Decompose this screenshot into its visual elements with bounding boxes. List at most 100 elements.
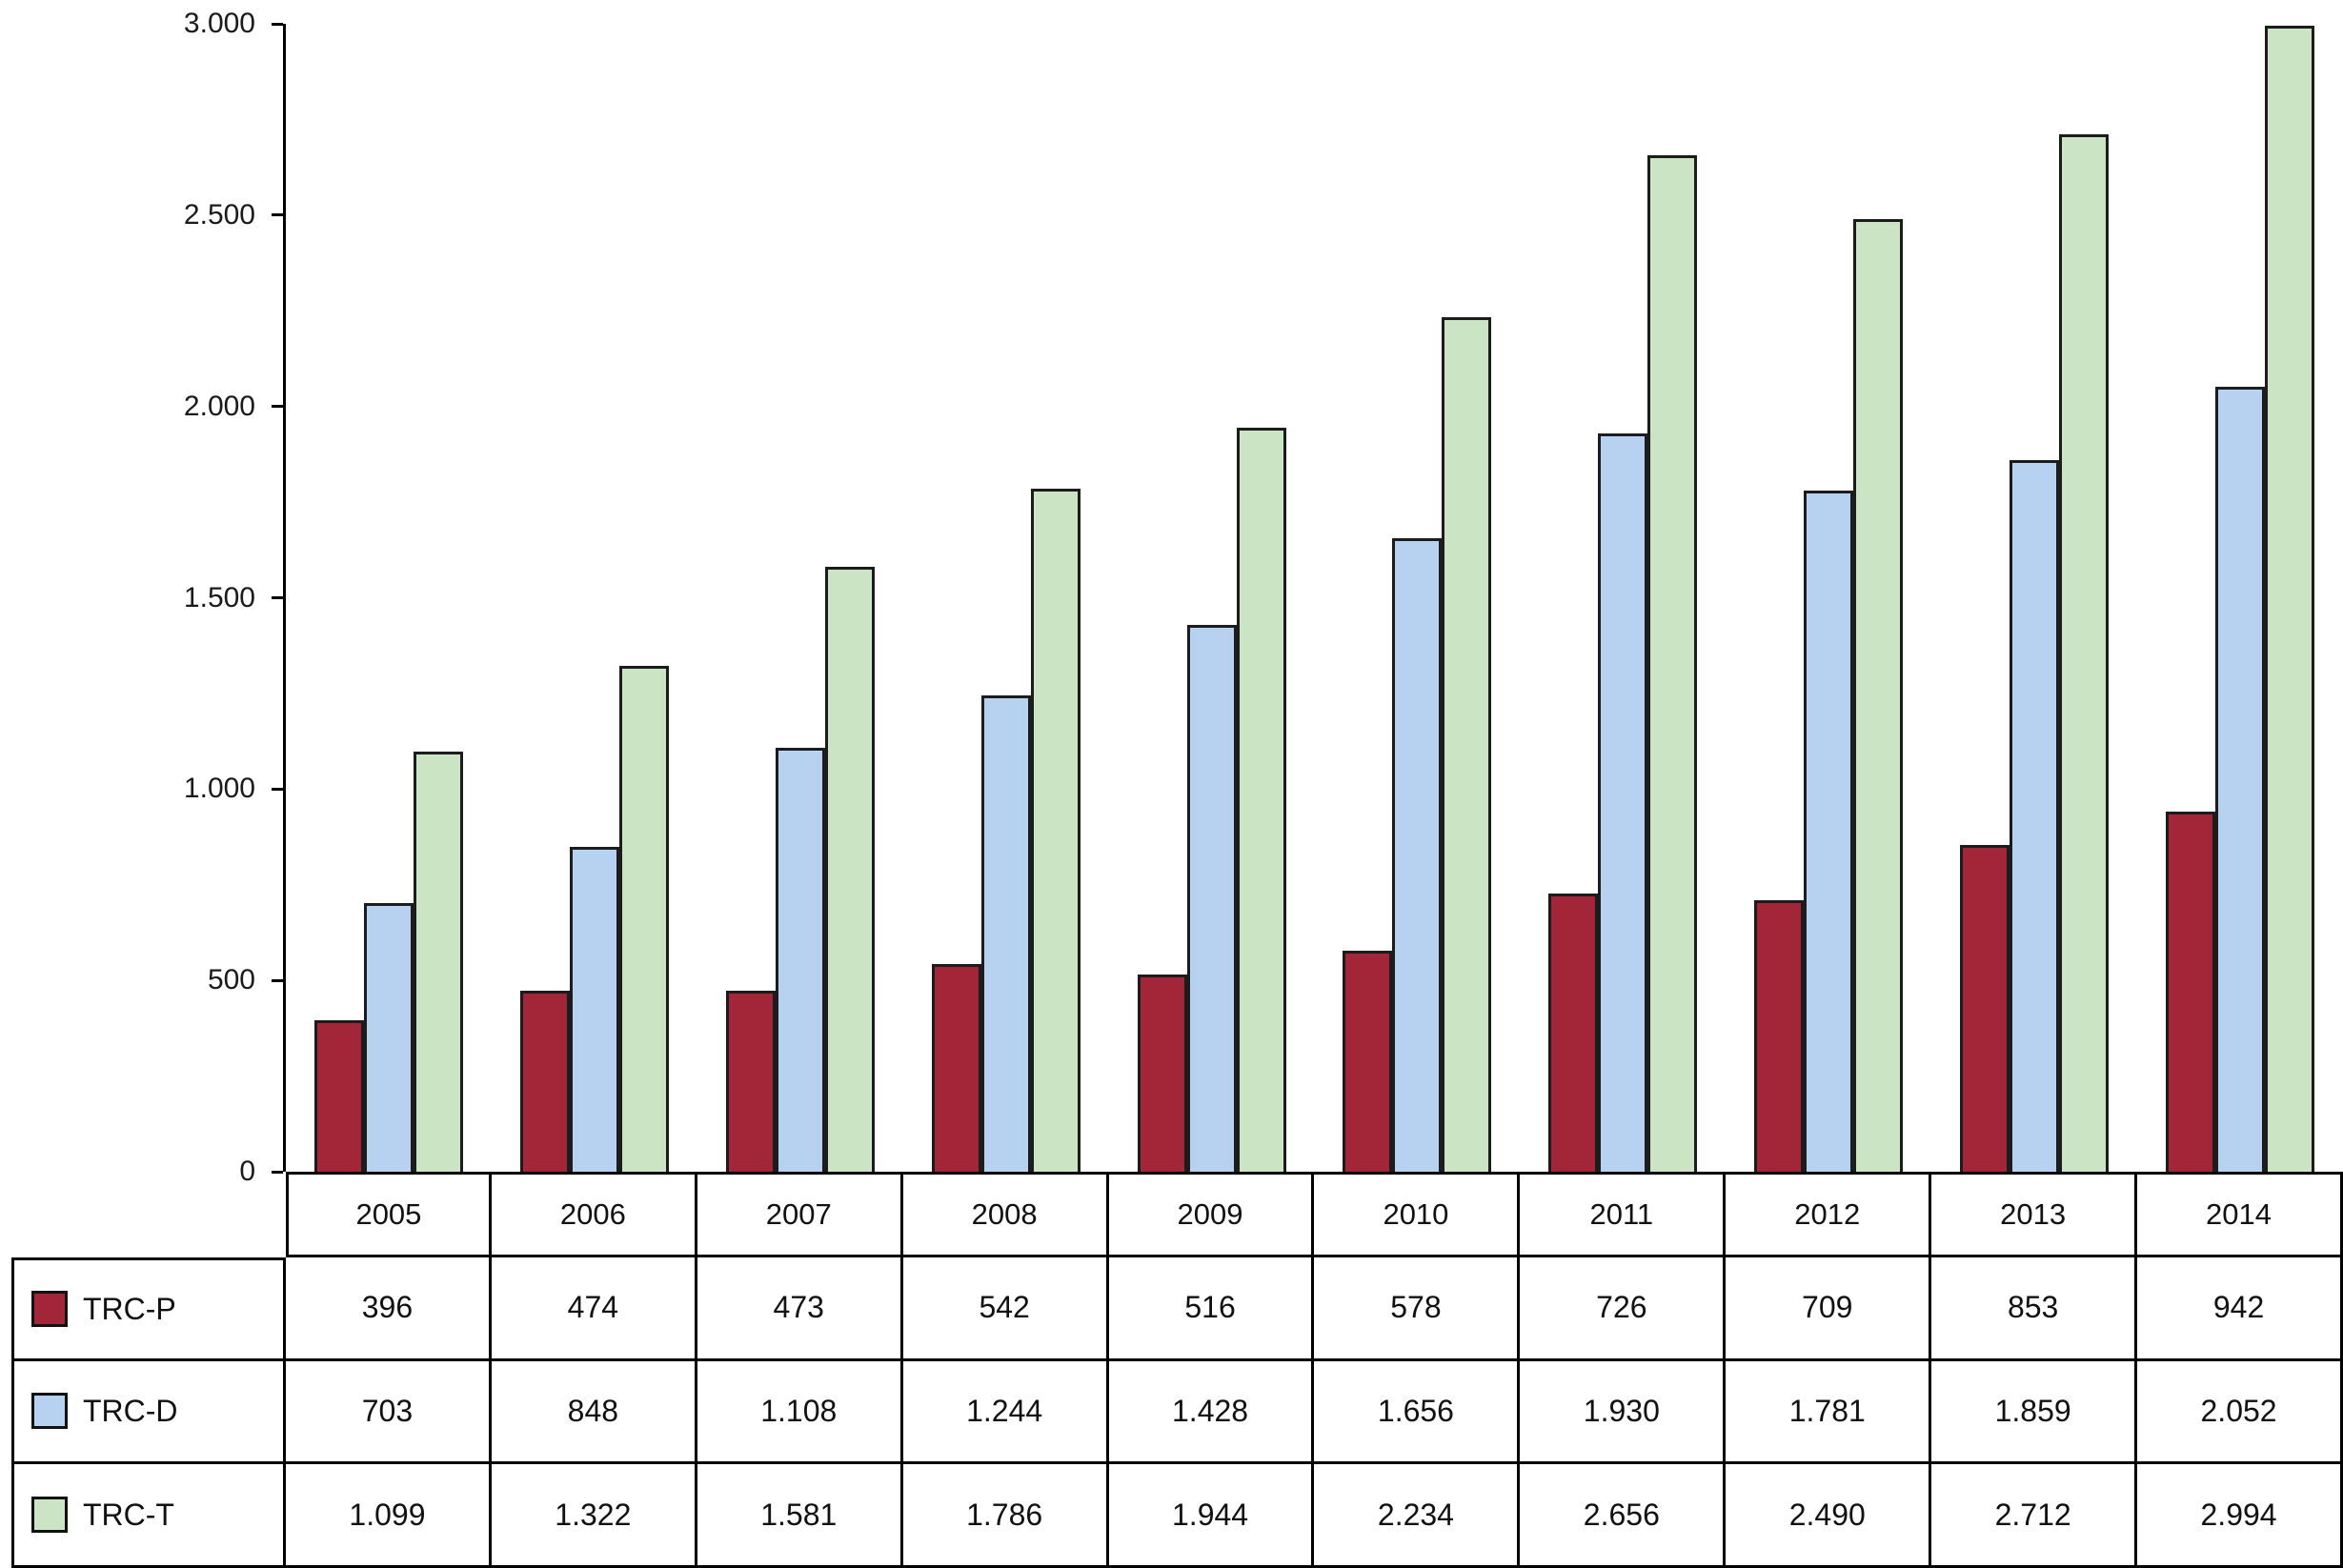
legend-swatch-trc-p-icon <box>31 1291 68 1328</box>
bar-trc-d-2014 <box>2215 387 2266 1172</box>
bar-group-2010 <box>1315 24 1521 1172</box>
value-cell-trc-p-2012: 709 <box>1726 1257 1932 1361</box>
bar-trc-d-2006 <box>569 847 619 1172</box>
value-cell-trc-d-2006: 848 <box>491 1360 697 1465</box>
table-corner-spacer <box>11 1172 286 1257</box>
year-header-2011: 2011 <box>1520 1172 1727 1257</box>
legend-label-trc-t: TRC-T <box>83 1497 174 1532</box>
bar-trc-p-2009 <box>1137 975 1187 1172</box>
y-axis-tick-mark <box>272 22 283 26</box>
year-header-2009: 2009 <box>1108 1172 1315 1257</box>
bar-trc-t-2006 <box>618 666 669 1172</box>
bar-trc-p-2005 <box>313 1020 364 1172</box>
value-cell-trc-t-2006: 1.322 <box>491 1464 697 1568</box>
bar-trc-p-2006 <box>519 991 570 1172</box>
value-cell-trc-p-2013: 853 <box>1931 1257 2138 1361</box>
value-cell-trc-p-2010: 578 <box>1314 1257 1521 1361</box>
year-header-2006: 2006 <box>491 1172 697 1257</box>
bar-trc-d-2010 <box>1392 538 1443 1172</box>
value-cell-trc-t-2007: 1.581 <box>697 1464 903 1568</box>
bar-trc-t-2009 <box>1236 428 1286 1172</box>
bar-group-2008 <box>903 24 1109 1172</box>
bar-trc-p-2012 <box>1754 900 1805 1172</box>
value-cell-trc-p-2005: 396 <box>286 1257 492 1361</box>
year-header-2013: 2013 <box>1931 1172 2138 1257</box>
y-axis-tick-label: 500 <box>207 964 255 996</box>
y-axis-tick-mark <box>272 787 283 791</box>
bar-trc-t-2007 <box>824 567 875 1172</box>
legend-swatch-trc-d-icon <box>31 1393 68 1430</box>
y-axis-tick-label: 2.500 <box>183 198 255 231</box>
value-cell-trc-t-2009: 1.944 <box>1108 1464 1315 1568</box>
value-cell-trc-d-2008: 1.244 <box>902 1360 1109 1465</box>
bar-trc-d-2005 <box>363 903 414 1172</box>
year-header-2007: 2007 <box>697 1172 903 1257</box>
bar-trc-d-2012 <box>1804 491 1854 1172</box>
y-axis-tick-label: 1.500 <box>183 581 255 613</box>
value-cell-trc-d-2009: 1.428 <box>1108 1360 1315 1465</box>
value-cell-trc-d-2007: 1.108 <box>697 1360 903 1465</box>
y-axis-tick-mark <box>272 405 283 409</box>
value-cell-trc-t-2011: 2.656 <box>1520 1464 1727 1568</box>
value-cell-trc-t-2008: 1.786 <box>902 1464 1109 1568</box>
y-axis-line <box>283 24 286 1172</box>
legend-cell-trc-p: TRC-P <box>11 1257 286 1361</box>
value-cell-trc-t-2012: 2.490 <box>1726 1464 1932 1568</box>
bar-trc-t-2005 <box>413 752 463 1172</box>
year-header-2014: 2014 <box>2137 1172 2343 1257</box>
bar-trc-d-2007 <box>775 748 825 1172</box>
legend-cell-trc-d: TRC-D <box>11 1360 286 1465</box>
bar-group-2011 <box>1520 24 1726 1172</box>
value-cell-trc-p-2006: 474 <box>491 1257 697 1361</box>
year-header-2008: 2008 <box>902 1172 1109 1257</box>
y-axis-tick-label: 3.000 <box>183 8 255 39</box>
value-cell-trc-p-2008: 542 <box>902 1257 1109 1361</box>
value-cell-trc-t-2014: 2.994 <box>2137 1464 2343 1568</box>
value-cell-trc-t-2005: 1.099 <box>286 1464 492 1568</box>
legend-label-trc-d: TRC-D <box>83 1393 178 1428</box>
value-cell-trc-d-2014: 2.052 <box>2137 1360 2343 1465</box>
y-axis-tick-label: 2.000 <box>183 390 255 422</box>
legend-cell-trc-t: TRC-T <box>11 1464 286 1568</box>
bar-trc-p-2007 <box>725 991 776 1172</box>
y-axis-tick-mark <box>272 1170 283 1174</box>
bar-group-2006 <box>492 24 697 1172</box>
value-cell-trc-d-2010: 1.656 <box>1314 1360 1521 1465</box>
y-axis-tick-label: 0 <box>239 1156 255 1187</box>
bar-trc-t-2013 <box>2059 134 2110 1172</box>
bar-trc-p-2011 <box>1548 894 1599 1172</box>
plot-area <box>286 24 2343 1172</box>
value-cell-trc-d-2011: 1.930 <box>1520 1360 1727 1465</box>
y-axis-tick-mark <box>272 596 283 599</box>
year-header-2012: 2012 <box>1726 1172 1932 1257</box>
bar-trc-p-2008 <box>931 964 981 1172</box>
bar-trc-d-2009 <box>1186 625 1237 1172</box>
bar-trc-t-2010 <box>1442 317 1492 1172</box>
bar-group-2012 <box>1726 24 1931 1172</box>
bar-trc-t-2008 <box>1030 489 1081 1172</box>
value-cell-trc-d-2012: 1.781 <box>1726 1360 1932 1465</box>
bar-trc-p-2013 <box>1960 845 2010 1172</box>
bar-trc-d-2008 <box>980 695 1031 1172</box>
year-header-2010: 2010 <box>1314 1172 1521 1257</box>
bar-trc-d-2013 <box>2010 460 2060 1172</box>
y-axis-tick-mark <box>272 978 283 982</box>
bar-group-2009 <box>1109 24 1315 1172</box>
bar-trc-p-2014 <box>2166 812 2216 1172</box>
value-cell-trc-p-2014: 942 <box>2137 1257 2343 1361</box>
value-cell-trc-d-2013: 1.859 <box>1931 1360 2138 1465</box>
y-axis-tick-mark <box>272 213 283 217</box>
y-axis-tick-label: 1.000 <box>183 773 255 805</box>
value-cell-trc-d-2005: 703 <box>286 1360 492 1465</box>
legend-label-trc-p: TRC-P <box>83 1291 176 1326</box>
bar-trc-d-2011 <box>1598 433 1648 1172</box>
bar-trc-t-2011 <box>1647 155 1698 1172</box>
bar-trc-t-2014 <box>2265 26 2315 1172</box>
year-header-2005: 2005 <box>286 1172 492 1257</box>
bar-trc-p-2010 <box>1343 951 1393 1172</box>
value-cell-trc-t-2013: 2.712 <box>1931 1464 2138 1568</box>
bar-group-2007 <box>697 24 903 1172</box>
legend-swatch-trc-t-icon <box>31 1497 68 1534</box>
value-cell-trc-t-2010: 2.234 <box>1314 1464 1521 1568</box>
